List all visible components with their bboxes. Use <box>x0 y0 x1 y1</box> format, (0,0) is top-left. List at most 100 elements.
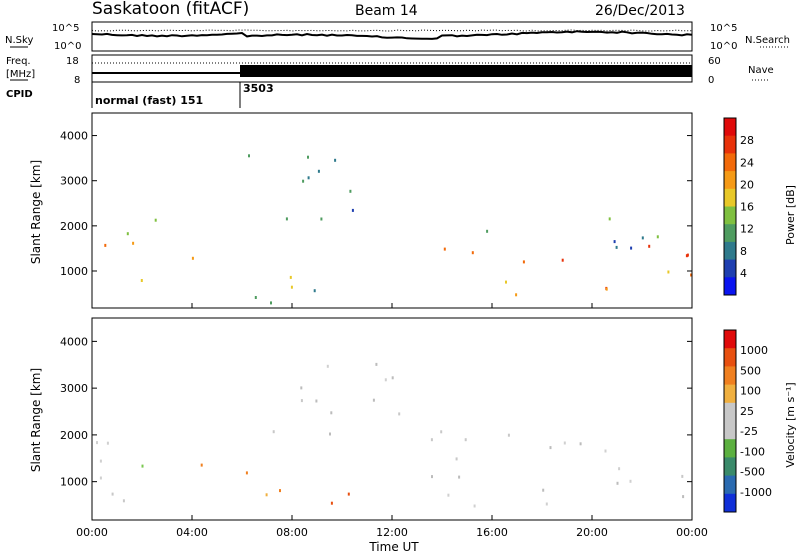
power-colorbar-swatch <box>724 241 736 261</box>
x-tick-label: 00:00 <box>76 526 108 539</box>
velocity-cell <box>329 432 331 436</box>
freq-left-label-1: Freq. <box>6 56 31 67</box>
power-cell <box>313 289 316 293</box>
power-cell <box>690 273 693 277</box>
velocity-colorbar-tick: -25 <box>740 425 758 438</box>
power-colorbar-swatch <box>724 135 736 154</box>
velocity-heatmap <box>96 362 685 508</box>
velocity-colorbar-tick: 25 <box>740 405 754 418</box>
noise-right-tick-bottom: 10^0 <box>710 41 737 52</box>
velocity-ylabel: Slant Range [km] <box>29 368 43 472</box>
freq-left-tick-bottom: 8 <box>74 75 80 86</box>
power-colorbar-tick: 24 <box>740 156 754 169</box>
power-cell <box>648 244 651 248</box>
velocity-yticks: 1000 2000 3000 4000 <box>60 335 692 489</box>
velocity-cell <box>265 493 268 497</box>
power-ytick-label: 4000 <box>60 130 88 143</box>
velocity-cell <box>272 430 275 434</box>
velocity-cell <box>315 399 318 403</box>
power-cell <box>302 179 305 183</box>
velocity-cell <box>458 475 461 479</box>
noise-left-tick-top: 10^5 <box>52 23 79 34</box>
power-cell <box>154 218 157 222</box>
velocity-ytick-label: 3000 <box>60 382 88 395</box>
power-colorbar-tick: 8 <box>740 245 747 258</box>
velocity-colorbar-frame <box>723 329 737 513</box>
power-cell <box>104 243 107 247</box>
velocity-cell <box>300 386 303 390</box>
power-cell <box>334 158 337 162</box>
velocity-cell <box>122 499 125 503</box>
power-cell <box>132 241 135 245</box>
velocity-cell <box>563 441 566 445</box>
power-cell <box>656 235 659 239</box>
velocity-colorbar-swatch <box>724 348 736 367</box>
freq-right-label: Nave <box>748 65 774 76</box>
velocity-cell <box>464 438 467 442</box>
velocity-cell <box>681 474 684 478</box>
velocity-cell <box>372 398 375 402</box>
power-cell <box>307 155 309 159</box>
velocity-cell <box>300 399 303 403</box>
power-colorbar-swatch <box>724 224 736 243</box>
x-axis-label: Time UT <box>368 540 419 554</box>
power-colorbar-swatch <box>724 171 736 190</box>
power-cell <box>140 279 143 282</box>
velocity-cell <box>99 459 102 463</box>
velocity-cell <box>391 376 394 380</box>
noise-search-trace <box>91 29 693 32</box>
velocity-colorbar-tick: -1000 <box>740 486 772 499</box>
power-colorbar-label: Power [dB] <box>784 185 797 245</box>
power-colorbar-swatch <box>724 118 736 137</box>
velocity-colorbar-label: Velocity [m s⁻¹] <box>784 382 797 467</box>
power-cell <box>505 280 507 284</box>
x-tick-label: 04:00 <box>176 526 208 539</box>
velocity-cell <box>384 378 387 382</box>
power-yticks: 1000 2000 3000 4000 <box>60 130 692 278</box>
velocity-colorbar-swatch <box>724 493 736 513</box>
velocity-cell <box>330 411 333 415</box>
power-cell <box>290 285 293 289</box>
velocity-cell <box>629 479 632 483</box>
power-cell <box>515 293 518 297</box>
freq-left-tick-top: 18 <box>66 56 79 67</box>
velocity-cell <box>440 430 443 434</box>
power-cell <box>443 247 446 251</box>
freq-right-tick-bottom: 0 <box>708 75 714 86</box>
power-cell <box>289 275 292 279</box>
velocity-cell <box>330 501 333 505</box>
power-colorbar-swatch <box>724 277 736 296</box>
power-cell <box>486 229 489 233</box>
cpid-segment-2: 3503 <box>243 82 274 95</box>
velocity-colorbar-swatch <box>724 384 736 404</box>
velocity-cell <box>682 495 685 499</box>
velocity-cell <box>579 442 582 446</box>
velocity-cell <box>279 489 281 493</box>
noise-left-label: N.Sky <box>5 35 33 46</box>
velocity-colorbar-tick: -100 <box>740 445 765 458</box>
velocity-cell <box>245 471 248 475</box>
power-colorbar-frame <box>723 117 737 296</box>
power-cell <box>522 260 525 264</box>
velocity-colorbar-tick: 500 <box>740 364 761 377</box>
velocity-colorbar-swatch <box>724 402 736 422</box>
power-cell <box>605 287 608 291</box>
velocity-colorbar-swatch <box>724 330 736 349</box>
velocity-colorbar-swatch <box>724 475 736 495</box>
power-colorbar-tick: 4 <box>740 267 747 280</box>
power-cell <box>349 189 352 193</box>
power-colorbar-swatch <box>724 153 736 172</box>
nave-dense-bars <box>240 65 692 77</box>
power-cell <box>248 154 250 158</box>
velocity-cell <box>455 457 458 461</box>
power-cell <box>191 256 194 260</box>
power-heatmap <box>104 154 693 305</box>
velocity-cell <box>347 492 350 496</box>
velocity-colorbar-swatch <box>724 421 736 440</box>
velocity-cell <box>473 504 476 508</box>
power-cell <box>126 232 129 236</box>
velocity-cell <box>398 412 401 416</box>
power-ytick-label: 1000 <box>60 265 88 278</box>
power-cell <box>615 245 618 249</box>
